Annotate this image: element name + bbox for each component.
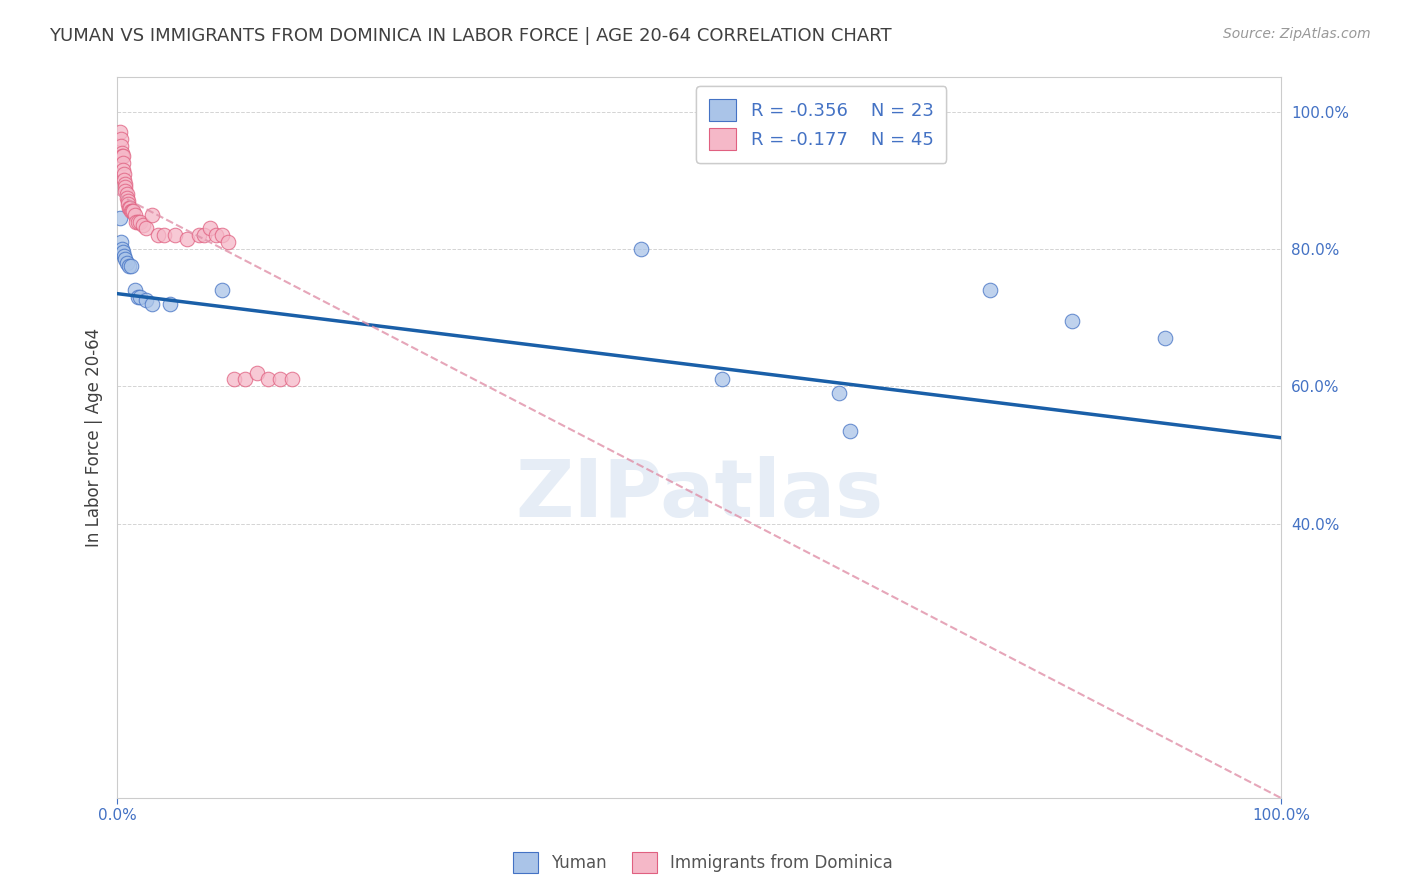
Point: [828, 386, 851, 401]
Point: [1060, 314, 1083, 328]
Point: [124, 208, 146, 222]
Point: [124, 283, 146, 297]
Point: [111, 149, 134, 163]
Point: [111, 156, 134, 170]
Point: [129, 214, 152, 228]
Point: [118, 201, 141, 215]
Point: [165, 228, 187, 243]
Point: [117, 197, 139, 211]
Point: [110, 139, 132, 153]
Point: [122, 204, 145, 219]
Point: [135, 221, 157, 235]
Point: [211, 228, 233, 243]
Point: [120, 204, 142, 219]
Point: [839, 424, 862, 438]
Point: [217, 235, 239, 249]
Point: [127, 290, 149, 304]
Point: [110, 132, 132, 146]
Point: [114, 177, 136, 191]
Point: [125, 214, 148, 228]
Point: [111, 145, 134, 160]
Point: [112, 249, 135, 263]
Point: [121, 204, 143, 219]
Point: [132, 218, 155, 232]
Point: [193, 228, 215, 243]
Point: [159, 297, 181, 311]
Text: Source: ZipAtlas.com: Source: ZipAtlas.com: [1223, 27, 1371, 41]
Point: [269, 372, 291, 386]
Point: [135, 293, 157, 308]
Point: [630, 242, 652, 256]
Point: [146, 228, 169, 243]
Point: [246, 366, 269, 380]
Point: [111, 245, 134, 260]
Text: YUMAN VS IMMIGRANTS FROM DOMINICA IN LABOR FORCE | AGE 20-64 CORRELATION CHART: YUMAN VS IMMIGRANTS FROM DOMINICA IN LAB…: [49, 27, 891, 45]
Point: [222, 372, 245, 386]
Legend: R = -0.356    N = 23, R = -0.177    N = 45: R = -0.356 N = 23, R = -0.177 N = 45: [696, 87, 946, 163]
Y-axis label: In Labor Force | Age 20-64: In Labor Force | Age 20-64: [86, 328, 103, 548]
Point: [257, 372, 280, 386]
Point: [114, 180, 136, 194]
Point: [205, 228, 228, 243]
Point: [281, 372, 304, 386]
Point: [711, 372, 734, 386]
Point: [114, 252, 136, 267]
Point: [111, 242, 134, 256]
Point: [115, 256, 138, 270]
Point: [114, 184, 136, 198]
Point: [233, 372, 256, 386]
Text: ZIPatlas: ZIPatlas: [515, 457, 883, 534]
Point: [200, 221, 222, 235]
Point: [108, 125, 131, 139]
Point: [111, 163, 134, 178]
Point: [152, 228, 174, 243]
Point: [127, 214, 149, 228]
Point: [111, 149, 134, 163]
Point: [112, 167, 135, 181]
Point: [129, 290, 152, 304]
Point: [187, 228, 209, 243]
Point: [1153, 331, 1175, 345]
Point: [118, 259, 141, 273]
Legend: Yuman, Immigrants from Dominica: Yuman, Immigrants from Dominica: [506, 846, 900, 880]
Point: [120, 259, 142, 273]
Point: [176, 232, 198, 246]
Point: [141, 208, 163, 222]
Point: [979, 283, 1001, 297]
Point: [115, 190, 138, 204]
Point: [110, 235, 132, 249]
Point: [108, 211, 131, 226]
Point: [118, 201, 141, 215]
Point: [211, 283, 233, 297]
Point: [117, 194, 139, 208]
Point: [141, 297, 163, 311]
Point: [112, 173, 135, 187]
Point: [115, 187, 138, 202]
